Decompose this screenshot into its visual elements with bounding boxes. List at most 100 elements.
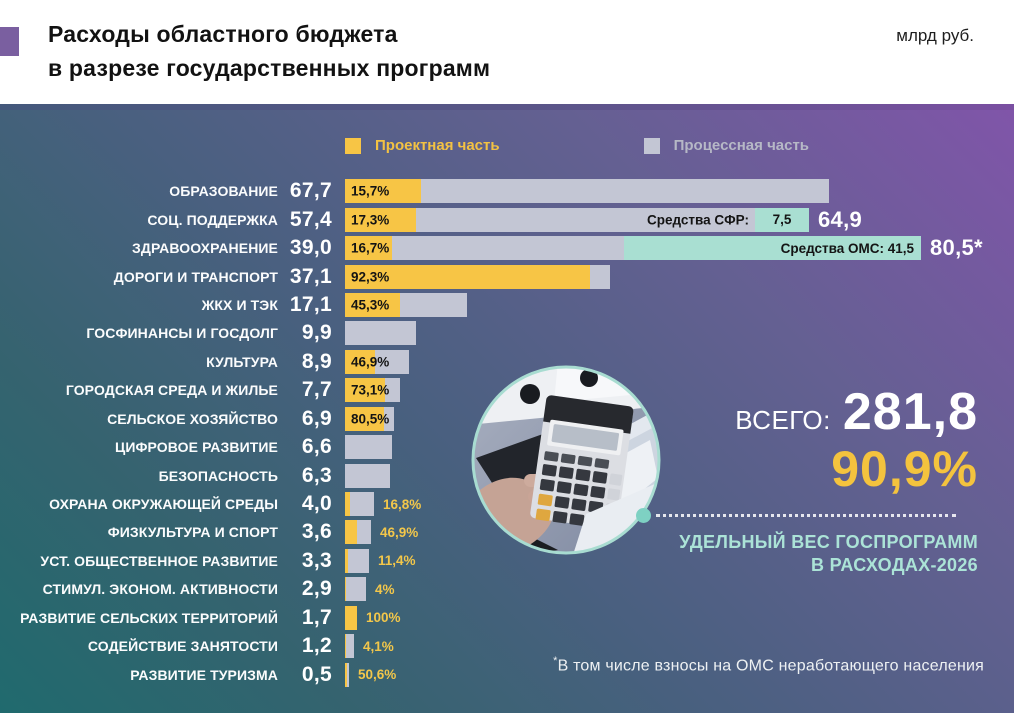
process-bar-segment <box>345 492 374 517</box>
footnote: *В том числе взносы на ОМС неработающего… <box>553 655 984 675</box>
process-bar-segment: 92,3% <box>345 264 610 289</box>
bar-zone <box>345 435 1014 460</box>
dotted-separator <box>656 514 956 517</box>
legend-swatch-project-icon <box>345 137 361 154</box>
project-bar-segment <box>345 292 401 317</box>
project-bar-segment <box>345 179 421 204</box>
bar-zone: 80,5% <box>345 406 1014 431</box>
bar-zone: 17,3% Средства СФР: 7,5 64,9 <box>345 206 1014 232</box>
bar-zone: 16,8% <box>345 492 1014 517</box>
project-pct-label: 15,7% <box>351 183 390 199</box>
value-label: 57,4 <box>289 207 332 231</box>
header-divider <box>0 104 1014 110</box>
project-bar-segment <box>345 605 357 630</box>
project-pct-label: 45,3% <box>351 297 390 313</box>
bar-zone: 45,3% <box>345 292 1014 317</box>
unit-label: млрд руб. <box>896 26 974 45</box>
extra-funds-label: 7,5 <box>772 212 792 228</box>
process-bar-segment <box>345 605 357 630</box>
share-caption-line-2: В РАСХОДАХ-2026 <box>811 555 978 575</box>
chart-row: СТИМУЛ. ЭКОНОМ. АКТИВНОСТИ 2,9 4% <box>0 575 1014 603</box>
legend-label-process: Процессная часть <box>673 137 810 154</box>
chart-row: КУЛЬТУРА 8,9 46,9% <box>0 348 1014 376</box>
category-label: ЖКХ И ТЭК <box>201 296 278 313</box>
extra-funds-segment: 7,5 <box>755 207 809 232</box>
value-label: 1,7 <box>301 605 332 629</box>
combined-total-label: 64,9 <box>818 206 863 232</box>
extra-funds-label: Средства ОМС: 41,5 <box>780 240 914 256</box>
category-label: СОДЕЙСТВИЕ ЗАНЯТОСТИ <box>87 638 278 655</box>
bar-zone: 92,3% <box>345 264 1014 289</box>
bar-zone: 46,9% <box>345 349 1014 374</box>
project-bar-segment <box>345 548 348 573</box>
chart-row: ФИЗКУЛЬТУРА И СПОРТ 3,6 46,9% <box>0 518 1014 546</box>
chart-row: СОЦ. ПОДДЕРЖКА 57,4 17,3% Средства СФР: 7,5 6… <box>0 205 1014 233</box>
bar-zone: 100% <box>345 605 1014 630</box>
extra-funds-segment: Средства ОМС: 41,5 <box>624 236 921 261</box>
project-pct-label: 4% <box>375 581 395 597</box>
chart-row: ОБРАЗОВАНИЕ 67,7 15,7% <box>0 177 1014 205</box>
process-bar-segment <box>345 435 392 460</box>
legend-label-project: Проектная часть <box>375 137 500 154</box>
footnote-text: В том числе взносы на ОМС неработающего … <box>557 657 984 675</box>
project-pct-label: 16,8% <box>383 496 422 512</box>
legend-swatch-process-icon <box>643 137 660 154</box>
project-pct-label: 92,3% <box>351 269 390 285</box>
value-label: 9,9 <box>301 321 332 345</box>
chart-row: ГОСФИНАНСЫ И ГОСДОЛГ 9,9 <box>0 319 1014 347</box>
project-bar-segment <box>345 406 385 431</box>
chart-row: ГОРОДСКАЯ СРЕДА И ЖИЛЬЕ 7,7 73,1% <box>0 376 1014 404</box>
bar-zone: 73,1% <box>345 378 1014 403</box>
category-label: ГОРОДСКАЯ СРЕДА И ЖИЛЬЕ <box>65 382 278 399</box>
bar-zone <box>345 463 1014 488</box>
process-bar-segment <box>345 520 371 545</box>
share-caption: УДЕЛЬНЫЙ ВЕС ГОСПРОГРАММ В РАСХОДАХ-2026 <box>679 531 978 577</box>
bar-zone: 50,6% <box>345 662 1014 687</box>
category-label: БЕЗОПАСНОСТЬ <box>158 467 278 484</box>
category-label: ДОРОГИ И ТРАНСПОРТ <box>113 268 278 285</box>
process-bar-segment <box>345 548 369 573</box>
category-label: РАЗВИТИЕ ТУРИЗМА <box>130 666 278 683</box>
chart-row: ЦИФРОВОЕ РАЗВИТИЕ 6,6 <box>0 433 1014 461</box>
process-bar-segment: 15,7% <box>345 179 829 204</box>
chart-row: РАЗВИТИЕ ТУРИЗМА 0,5 50,6% <box>0 660 1014 688</box>
footnote-marker: * <box>553 655 558 667</box>
extra-funds-prefix-label: Средства СФР: <box>647 212 749 228</box>
chart-row: БЕЗОПАСНОСТЬ 6,3 <box>0 461 1014 489</box>
value-label: 67,7 <box>289 179 332 203</box>
accent-square <box>0 27 19 56</box>
project-bar-segment <box>345 236 392 261</box>
process-bar-segment: 73,1% <box>345 378 400 403</box>
process-bar-segment <box>345 321 416 346</box>
process-bar-segment: 45,3% <box>345 292 467 317</box>
chart-legend: Проектная часть Процессная часть <box>345 137 809 154</box>
connector-dot-icon <box>636 508 651 523</box>
chart-row: ОХРАНА ОКРУЖАЮЩЕЙ СРЕДЫ 4,0 16,8% <box>0 490 1014 518</box>
project-bar-segment <box>345 349 375 374</box>
project-pct-label: 73,1% <box>351 382 390 398</box>
process-bar-segment <box>345 577 366 602</box>
title-line-2: в разрезе государственных программ <box>48 55 491 81</box>
project-bar-segment <box>345 662 347 687</box>
value-label: 8,9 <box>301 349 332 373</box>
project-pct-label: 100% <box>366 610 401 626</box>
share-value: 90,9% <box>831 441 978 497</box>
project-bar-segment <box>345 264 590 289</box>
category-label: ЦИФРОВОЕ РАЗВИТИЕ <box>115 439 278 456</box>
process-bar-segment: 17,3% Средства СФР: <box>345 207 755 232</box>
project-bar-segment <box>345 492 350 517</box>
bar-zone <box>345 321 1014 346</box>
chart-row: СЕЛЬСКОЕ ХОЗЯЙСТВО 6,9 80,5% <box>0 405 1014 433</box>
category-label: РАЗВИТИЕ СЕЛЬСКИХ ТЕРРИТОРИЙ <box>20 609 278 626</box>
process-bar-segment: 16,7% <box>345 236 624 261</box>
total-block: ВСЕГО: 281,8 <box>735 382 978 442</box>
value-label: 4,0 <box>301 492 332 516</box>
category-label: ГОСФИНАНСЫ И ГОСДОЛГ <box>86 325 278 342</box>
project-bar-segment <box>345 207 416 232</box>
bar-zone: 15,7% <box>345 179 1014 204</box>
project-pct-label: 11,4% <box>378 553 416 569</box>
total-value: 281,8 <box>842 383 978 441</box>
project-pct-label: 46,9% <box>380 524 419 540</box>
value-label: 37,1 <box>289 264 332 288</box>
